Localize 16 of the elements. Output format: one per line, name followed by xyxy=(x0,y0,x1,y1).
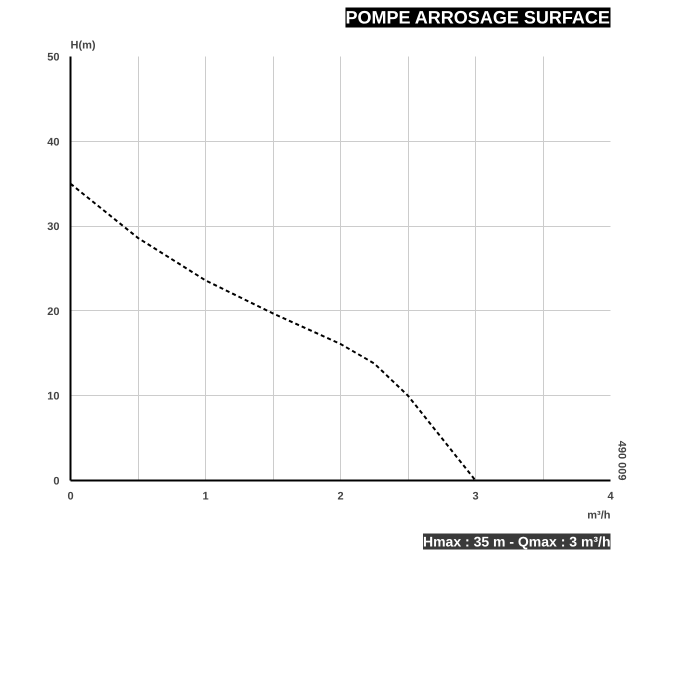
chart-title: POMPE ARROSAGE SURFACE xyxy=(345,8,610,28)
y-tick-label: 50 xyxy=(47,52,60,64)
y-tick-label: 20 xyxy=(47,306,60,318)
y-tick-label: 40 xyxy=(47,136,60,148)
text: 490 009 xyxy=(616,440,628,481)
y-tick-label: 10 xyxy=(47,390,60,403)
y-tick-label: 0 xyxy=(53,476,60,488)
y-tick-label: 30 xyxy=(47,221,60,234)
y-axis-title: H(m) xyxy=(70,40,96,52)
x-tick-label: 3 xyxy=(472,490,479,502)
x-tick-label: 1 xyxy=(202,490,209,502)
x-tick-label: 2 xyxy=(337,490,344,502)
x-tick-label: 4 xyxy=(607,490,614,502)
text: Hmax : 35 m - Qmax : 3 m³/h xyxy=(422,534,611,550)
x-axis-title: m³/h xyxy=(587,510,611,522)
x-tick-label: 0 xyxy=(67,490,74,502)
